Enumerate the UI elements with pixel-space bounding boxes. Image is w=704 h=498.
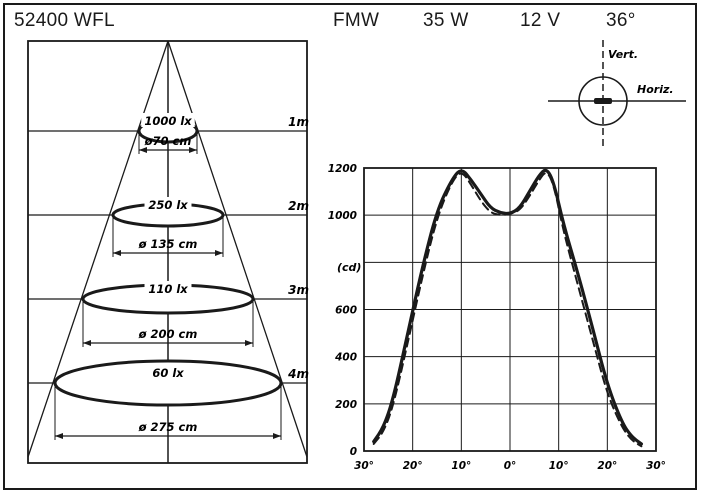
series-line-dashed [372, 172, 643, 448]
y-tick-label: 0 [350, 446, 357, 458]
x-tick-label: 30° [646, 460, 666, 472]
y-axis-ticks: 0 200 400 600 1000 1200 [328, 163, 357, 458]
y-tick-label: 200 [335, 399, 357, 411]
cone-edge-right [167, 40, 308, 458]
filament-mark [594, 98, 612, 104]
x-tick-label: 20° [403, 460, 423, 472]
y-tick-label: 1000 [328, 210, 357, 222]
y-tick-label: 600 [335, 305, 357, 317]
dimension-arrow-right [245, 340, 253, 346]
wattage: 35 W [423, 10, 469, 31]
beam-angle: 36° [606, 10, 636, 31]
dimension-arrow-right [273, 433, 281, 439]
x-tick-label: 20° [597, 460, 617, 472]
illuminance-label-bg [144, 197, 192, 211]
dimension-arrow-right [189, 147, 197, 153]
voltage: 12 V [520, 10, 561, 31]
dimension-arrow-left [113, 250, 121, 256]
illuminance-label-bg [141, 113, 195, 127]
x-tick-label: 30° [354, 460, 374, 472]
x-tick-label: 0° [504, 460, 517, 472]
illuminance-label-bg [144, 281, 192, 295]
model-number: 52400 WFL [14, 10, 115, 31]
illuminance-label: 110 lx [148, 282, 188, 296]
lamp-code: FMW [333, 10, 380, 31]
x-tick-label: 10° [549, 460, 569, 472]
vert-label: Vert. [608, 48, 638, 61]
y-tick-label: 1200 [328, 163, 357, 175]
dimension-arrow-left [139, 147, 147, 153]
series-line-solid [372, 168, 643, 446]
diameter-label: ø 200 cm [138, 327, 198, 341]
diameter-label: ø 275 cm [138, 420, 198, 434]
illuminance-label: 60 lx [152, 366, 184, 380]
x-tick-label: 10° [451, 460, 471, 472]
series-group [372, 168, 643, 448]
cone-edge-left [27, 40, 169, 458]
y-axis-label: (cd) [337, 261, 361, 274]
diameter-label: ø70 cm [144, 134, 192, 148]
diameter-label: ø 135 cm [138, 237, 198, 251]
figure-frame [3, 3, 697, 490]
grid [363, 167, 657, 452]
dimension-arrow-right [215, 250, 223, 256]
distance-label: 2m [288, 199, 309, 213]
y-tick-label: 400 [334, 352, 357, 364]
lamp-circle [578, 76, 628, 126]
illuminance-label: 1000 lx [144, 114, 192, 128]
horiz-label: Horiz. [637, 83, 674, 96]
distance-label: 1m [288, 115, 309, 129]
dimension-arrow-left [55, 433, 63, 439]
dimension-arrow-left [83, 340, 91, 346]
illuminance-label: 250 lx [148, 198, 188, 212]
distance-label: 3m [288, 283, 309, 297]
illuminance-label-bg [147, 365, 189, 379]
x-axis-ticks: 30° 20° 10° 0° 10° 20° 30° [354, 460, 666, 472]
distance-label: 4m [287, 367, 309, 381]
